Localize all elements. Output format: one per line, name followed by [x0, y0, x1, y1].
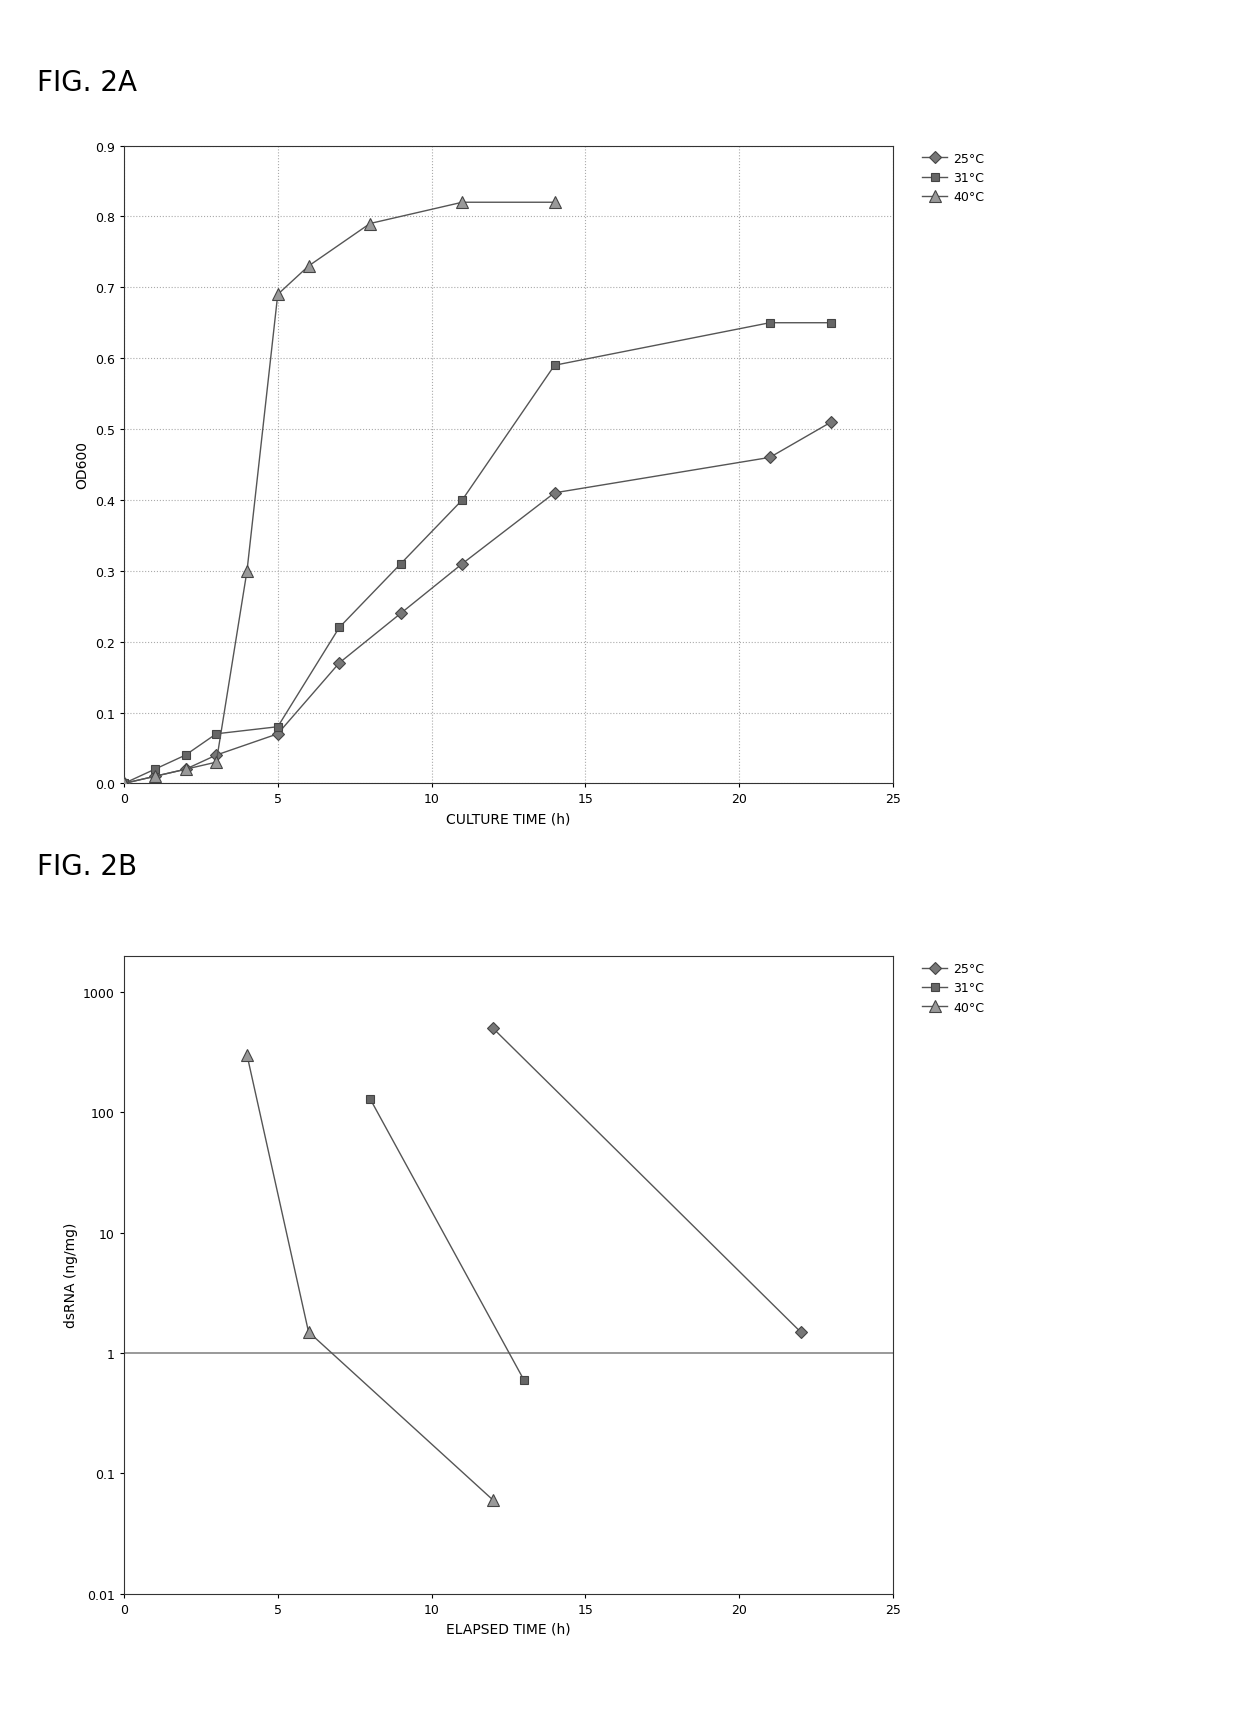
25°C: [547, 482, 562, 503]
40°C: [301, 1322, 316, 1342]
31°C: [763, 314, 777, 334]
40°C: [117, 774, 131, 794]
40°C: [179, 760, 193, 781]
40°C: [208, 753, 223, 774]
31°C: [179, 746, 193, 767]
40°C: [301, 257, 316, 277]
25°C: [393, 603, 408, 624]
40°C: [148, 767, 162, 787]
Line: 31°C: 31°C: [120, 319, 836, 787]
31°C: [270, 717, 285, 737]
25°C: [179, 760, 193, 781]
31°C: [823, 314, 838, 334]
25°C: [208, 746, 223, 767]
25°C: [486, 1018, 501, 1039]
31°C: [547, 355, 562, 376]
25°C: [455, 555, 470, 575]
Line: 40°C: 40°C: [119, 198, 560, 789]
25°C: [763, 448, 777, 469]
Text: FIG. 2B: FIG. 2B: [37, 853, 138, 880]
Legend: 25°C, 31°C, 40°C: 25°C, 31°C, 40°C: [923, 153, 985, 203]
25°C: [794, 1322, 808, 1342]
31°C: [332, 619, 347, 639]
Legend: 25°C, 31°C, 40°C: 25°C, 31°C, 40°C: [923, 963, 985, 1013]
25°C: [332, 653, 347, 674]
40°C: [362, 214, 377, 234]
31°C: [516, 1370, 531, 1390]
40°C: [270, 284, 285, 305]
Y-axis label: OD600: OD600: [76, 441, 89, 489]
40°C: [239, 562, 254, 582]
40°C: [239, 1046, 254, 1067]
25°C: [270, 724, 285, 744]
25°C: [117, 774, 131, 794]
Line: 25°C: 25°C: [120, 419, 836, 787]
31°C: [148, 760, 162, 781]
40°C: [547, 193, 562, 214]
Line: 40°C: 40°C: [242, 1049, 498, 1506]
25°C: [823, 412, 838, 432]
31°C: [393, 555, 408, 575]
X-axis label: ELAPSED TIME (h): ELAPSED TIME (h): [446, 1621, 570, 1635]
Line: 25°C: 25°C: [489, 1025, 805, 1337]
40°C: [486, 1490, 501, 1511]
X-axis label: CULTURE TIME (h): CULTURE TIME (h): [446, 812, 570, 825]
31°C: [362, 1089, 377, 1110]
40°C: [455, 193, 470, 214]
31°C: [455, 491, 470, 512]
31°C: [117, 774, 131, 794]
31°C: [208, 724, 223, 744]
Text: FIG. 2A: FIG. 2A: [37, 69, 138, 96]
Y-axis label: dsRNA (ng/mg): dsRNA (ng/mg): [63, 1222, 78, 1328]
Line: 31°C: 31°C: [366, 1094, 528, 1384]
25°C: [148, 767, 162, 787]
